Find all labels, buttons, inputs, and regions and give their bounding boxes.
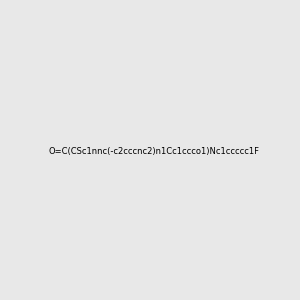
Text: O=C(CSc1nnc(-c2cccnc2)n1Cc1ccco1)Nc1ccccc1F: O=C(CSc1nnc(-c2cccnc2)n1Cc1ccco1)Nc1cccc…: [48, 147, 259, 156]
